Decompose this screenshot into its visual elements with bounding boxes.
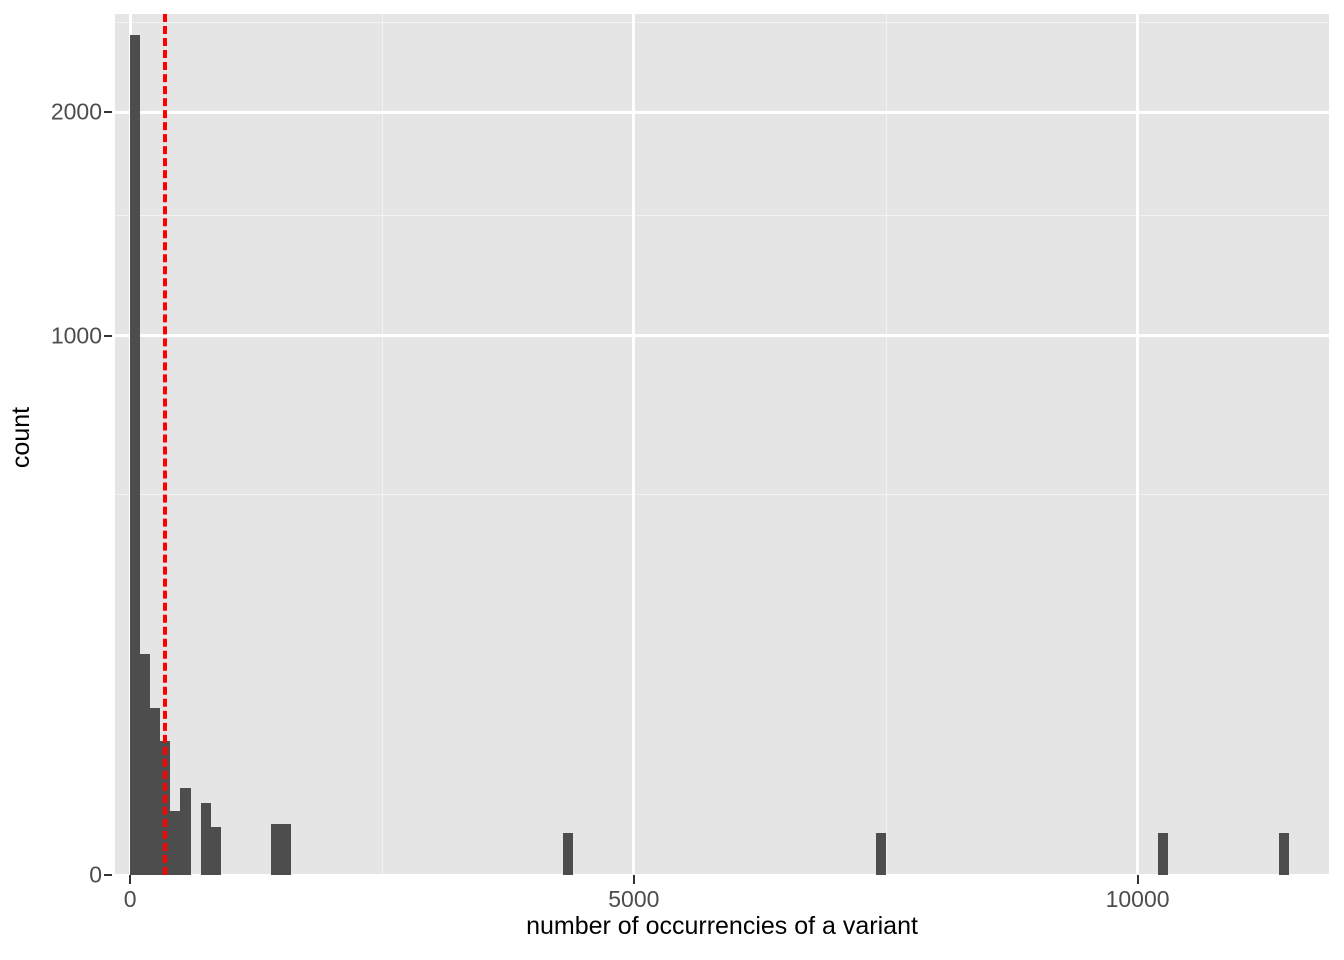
histogram-bar <box>875 833 886 875</box>
y-axis-tick-mark <box>104 334 112 337</box>
gridline-minor-y <box>115 22 1329 24</box>
plot-panel <box>115 14 1329 875</box>
histogram-bar <box>281 823 292 875</box>
x-axis-title: number of occurrencies of a variant <box>526 912 918 940</box>
gridline-major-y <box>115 334 1329 338</box>
x-axis-tick-label: 0 <box>123 886 137 912</box>
x-axis-tick-mark <box>129 875 132 884</box>
histogram-bar <box>130 34 141 875</box>
x-axis-tick-label: 5000 <box>608 886 660 912</box>
y-axis-tick-label: 0 <box>89 861 102 888</box>
histogram-bar <box>271 823 282 875</box>
histogram-bar <box>210 826 221 875</box>
x-axis-tick-mark <box>1136 875 1139 884</box>
histogram-bar <box>563 833 574 875</box>
threshold-vline <box>163 14 168 875</box>
x-axis-tick-mark <box>632 875 635 884</box>
histogram-bar <box>200 802 211 875</box>
y-axis-tick-mark <box>104 111 112 114</box>
histogram-bar <box>1157 833 1168 875</box>
gridline-major-x <box>1136 14 1140 875</box>
gridline-minor-x <box>885 14 887 875</box>
gridline-major-x <box>632 14 636 875</box>
x-axis-tick-label: 10000 <box>1105 886 1170 912</box>
y-axis-title: count <box>0 0 44 875</box>
y-axis-tick-label: 1000 <box>50 322 102 349</box>
y-axis-tick-labels: 0 1000 2000 <box>44 0 102 960</box>
gridline-major-y <box>115 873 1329 875</box>
histogram-bar <box>180 788 191 875</box>
gridline-major-y <box>115 110 1329 114</box>
histogram-bar <box>1278 833 1289 875</box>
histogram-bar <box>140 654 151 875</box>
y-axis-tick-label: 2000 <box>50 98 102 125</box>
y-axis-title-text: count <box>7 406 36 469</box>
gridline-minor-x <box>381 14 383 875</box>
gridline-minor-y <box>115 214 1329 216</box>
histogram-bar <box>170 811 181 875</box>
histogram-bar <box>150 707 161 875</box>
y-axis-tick-mark <box>104 874 112 876</box>
gridline-minor-y <box>115 493 1329 495</box>
